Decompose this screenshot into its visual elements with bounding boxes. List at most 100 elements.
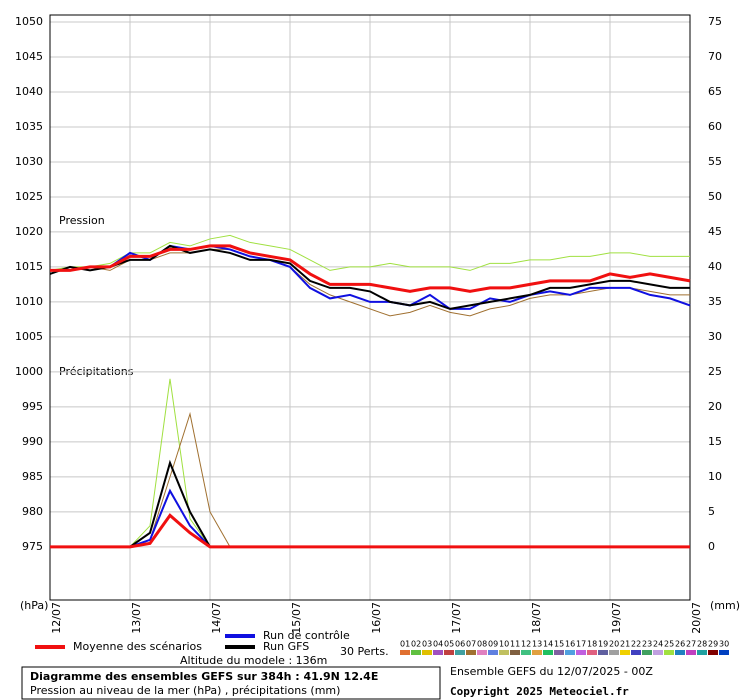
pert-swatch <box>565 650 575 655</box>
y-tick-label: 1020 <box>15 225 43 238</box>
x-tick-label: 17/07 <box>450 602 463 634</box>
footer-subtitle: Pression au niveau de la mer (hPa) , pré… <box>30 684 340 697</box>
pert-swatch <box>719 650 729 655</box>
pert-swatch <box>521 650 531 655</box>
x-tick-label: 12/07 <box>50 602 63 634</box>
pert-label: 16 <box>565 640 575 649</box>
pert-label: 12 <box>521 640 531 649</box>
pert-label: 24 <box>653 640 663 649</box>
y2-unit: (mm) <box>710 599 740 612</box>
pert-swatch <box>708 650 718 655</box>
x-tick-label: 16/07 <box>370 602 383 634</box>
pert-swatch <box>400 650 410 655</box>
legend-label: Run de contrôle <box>263 629 350 642</box>
pert-label: 22 <box>631 640 641 649</box>
pert-label: 29 <box>708 640 718 649</box>
x-tick-label: 20/07 <box>690 602 703 634</box>
pert-swatch <box>631 650 641 655</box>
copyright: Copyright 2025 Meteociel.fr <box>450 685 629 698</box>
pert-label: 19 <box>598 640 608 649</box>
y-tick-label: 1040 <box>15 85 43 98</box>
pert-label: 04 <box>433 640 443 649</box>
x-tick-label: 19/07 <box>610 602 623 634</box>
pert-label: 03 <box>422 640 432 649</box>
y2-tick-label: 45 <box>708 225 722 238</box>
pert-label: 05 <box>444 640 454 649</box>
y-tick-label: 1025 <box>15 190 43 203</box>
y2-tick-label: 65 <box>708 85 722 98</box>
pert-swatch <box>664 650 674 655</box>
y-tick-label: 975 <box>22 540 43 553</box>
pert-label: 02 <box>411 640 421 649</box>
pert-swatch <box>587 650 597 655</box>
y-tick-label: 1005 <box>15 330 43 343</box>
y2-tick-label: 40 <box>708 260 722 273</box>
pert-swatch <box>543 650 553 655</box>
pert-swatch <box>609 650 619 655</box>
y-unit: (hPa) <box>20 599 48 612</box>
y2-tick-label: 30 <box>708 330 722 343</box>
pert-swatch <box>466 650 476 655</box>
pert-label: 15 <box>554 640 564 649</box>
y2-tick-label: 10 <box>708 470 722 483</box>
altitude: Altitude du modele : 136m <box>180 654 327 667</box>
y2-tick-label: 50 <box>708 190 722 203</box>
pert-swatch <box>532 650 542 655</box>
pert-swatch <box>620 650 630 655</box>
y-tick-label: 1050 <box>15 15 43 28</box>
pert-label: 26 <box>675 640 685 649</box>
pert-label: 14 <box>543 640 553 649</box>
pert-swatch <box>488 650 498 655</box>
precip-line <box>50 513 690 549</box>
pert-swatch <box>653 650 663 655</box>
pert-swatch <box>675 650 685 655</box>
pert-label: 30 <box>719 640 729 649</box>
pert-label: 21 <box>620 640 630 649</box>
footer-box <box>21 666 441 700</box>
pert-label: 10 <box>499 640 509 649</box>
pressure-line <box>50 248 690 317</box>
pert-swatch <box>455 650 465 655</box>
y-tick-label: 1010 <box>15 295 43 308</box>
y-tick-label: 1030 <box>15 155 43 168</box>
pert-swatch <box>686 650 696 655</box>
y2-tick-label: 0 <box>708 540 715 553</box>
pressure-line <box>49 234 690 271</box>
pert-label: 20 <box>609 640 619 649</box>
legend-label: Moyenne des scénarios <box>73 640 202 653</box>
pert-label: 01 <box>400 640 410 649</box>
y-tick-label: 1015 <box>15 260 43 273</box>
footer-title: Diagramme des ensembles GEFS sur 384h : … <box>30 670 378 683</box>
y2-tick-label: 25 <box>708 365 722 378</box>
y2-tick-label: 5 <box>708 505 715 518</box>
y-tick-label: 1035 <box>15 120 43 133</box>
run-info: Ensemble GEFS du 12/07/2025 - 00Z <box>450 665 653 678</box>
legend-label: Run GFS <box>263 640 309 653</box>
pert-label: 23 <box>642 640 652 649</box>
pert-swatch <box>598 650 608 655</box>
y2-tick-label: 15 <box>708 435 722 448</box>
pert-swatch <box>477 650 487 655</box>
pert-swatch <box>444 650 454 655</box>
y2-tick-label: 55 <box>708 155 722 168</box>
y2-tick-label: 35 <box>708 295 722 308</box>
y-tick-label: 990 <box>22 435 43 448</box>
x-tick-label: 14/07 <box>210 602 223 634</box>
pert-swatch <box>433 650 443 655</box>
pert-swatch <box>642 650 652 655</box>
pert-label: 06 <box>455 640 465 649</box>
pert-swatch <box>510 650 520 655</box>
pressure-label: Pression <box>59 214 105 227</box>
y-tick-label: 985 <box>22 470 43 483</box>
pert-swatch <box>697 650 707 655</box>
pert-swatch <box>554 650 564 655</box>
x-tick-label: 15/07 <box>290 602 303 634</box>
y-tick-label: 1000 <box>15 365 43 378</box>
y-tick-label: 1045 <box>15 50 43 63</box>
pert-swatch <box>499 650 509 655</box>
pert-swatch <box>422 650 432 655</box>
x-tick-label: 18/07 <box>530 602 543 634</box>
pert-label: 09 <box>488 640 498 649</box>
y-tick-label: 995 <box>22 400 43 413</box>
